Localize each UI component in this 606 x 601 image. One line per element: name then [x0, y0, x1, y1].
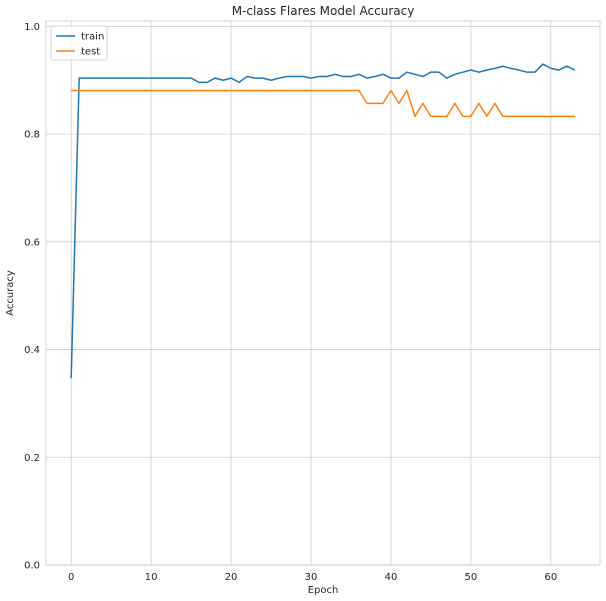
- tick-labels: 0 10 20 30 40 50 60 0.0 0.2 0.4 0.6 0.8 1.0: [24, 22, 557, 583]
- x-tick-label: 50: [465, 572, 478, 583]
- x-tick-label: 0: [68, 572, 74, 583]
- x-tick-label: 30: [305, 572, 318, 583]
- y-tick-label: 1.0: [24, 22, 40, 33]
- x-tick-label: 40: [385, 572, 398, 583]
- series-lines: [70, 63, 576, 379]
- chart-title: M-class Flares Model Accuracy: [232, 4, 415, 18]
- series-line-test: [71, 89, 575, 118]
- y-tick-label: 0.2: [24, 453, 40, 464]
- y-tick-label: 0.6: [24, 237, 40, 248]
- y-tick-label: 0.8: [24, 130, 40, 141]
- legend: train test: [50, 25, 108, 61]
- x-axis-label: Epoch: [308, 585, 339, 596]
- x-tick-label: 60: [544, 572, 557, 583]
- y-tick-label: 0.4: [24, 345, 40, 356]
- y-tick-label: 0.0: [24, 561, 40, 572]
- x-tick-label: 20: [225, 572, 238, 583]
- x-tick-label: 10: [145, 572, 158, 583]
- axes: [45, 20, 601, 566]
- legend-label-test: test: [81, 47, 100, 58]
- legend-label-train: train: [81, 32, 104, 43]
- plot-area: [46, 21, 600, 565]
- axes-frame: [45, 20, 601, 566]
- series-line-train: [70, 63, 576, 379]
- y-axis-label: Accuracy: [5, 270, 16, 316]
